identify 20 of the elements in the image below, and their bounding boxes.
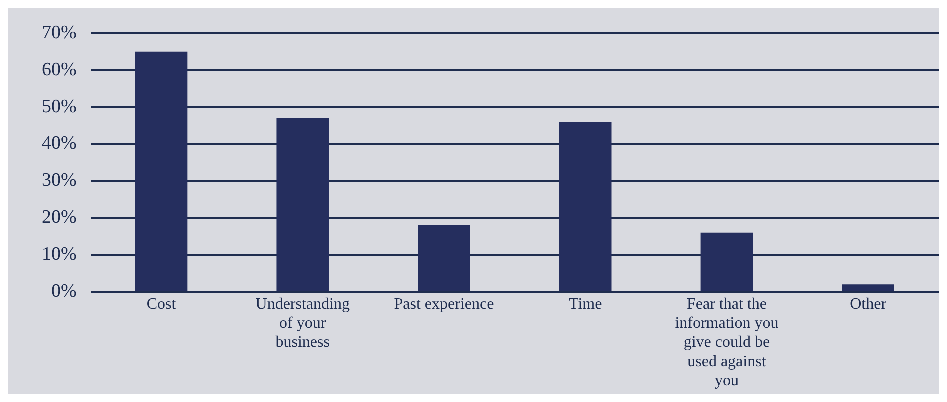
y-tick-label: 10% (42, 244, 77, 266)
x-tick-label: Time (568, 296, 602, 313)
bar (276, 118, 330, 292)
bar (700, 232, 754, 292)
y-tick-label: 50% (42, 96, 77, 118)
x-tick-label: Cost (146, 296, 177, 313)
x-tick-label: Past experience (394, 296, 494, 313)
x-tick-label: Fear that the information you give could be used against you (675, 296, 779, 390)
x-tick-label: Other (850, 296, 888, 313)
y-tick-label: 60% (42, 59, 77, 80)
x-tick-label: Understanding of your business (256, 296, 350, 352)
bar (418, 226, 470, 292)
y-tick-label: 30% (42, 170, 77, 192)
y-tick-label: 0% (52, 280, 77, 302)
bar (842, 284, 894, 292)
bar (559, 122, 612, 292)
bar (135, 52, 188, 292)
y-tick-label: 40% (42, 133, 77, 154)
y-tick-label: 70% (42, 22, 77, 44)
y-tick-label: 20% (42, 207, 77, 228)
